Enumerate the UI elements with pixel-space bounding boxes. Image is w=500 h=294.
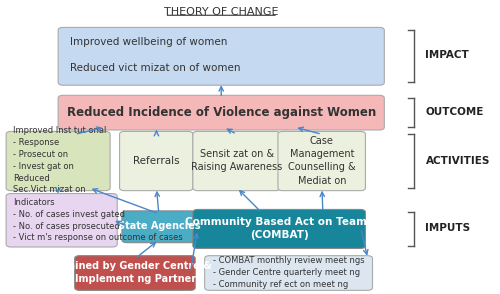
Text: State Agencies: State Agencies (118, 221, 200, 231)
Text: Indicators
- No. of cases invest gated
- No. of cases prosecuted
- Vict m's resp: Indicators - No. of cases invest gated -… (13, 198, 183, 242)
FancyBboxPatch shape (120, 131, 193, 191)
Text: Case
Management
Counselling &
Mediat on: Case Management Counselling & Mediat on (288, 136, 356, 186)
Text: Improved Inst tut onal
- Response
- Prosecut on
- Invest gat on
Reduced
Sec.Vict: Improved Inst tut onal - Response - Pros… (13, 126, 106, 194)
FancyBboxPatch shape (204, 256, 372, 290)
Text: - COMBAT monthly review meet ngs
- Gender Centre quarterly meet ng
- Community r: - COMBAT monthly review meet ngs - Gende… (212, 256, 364, 289)
Text: Trained by Gender Centre &
Implement ng Partner: Trained by Gender Centre & Implement ng … (58, 261, 212, 284)
Text: THEORY OF CHANGE: THEORY OF CHANGE (164, 7, 278, 17)
Text: Community Based Act on Teams
(COMBAT): Community Based Act on Teams (COMBAT) (186, 217, 374, 240)
FancyBboxPatch shape (193, 209, 366, 248)
FancyBboxPatch shape (122, 211, 195, 243)
FancyBboxPatch shape (58, 95, 384, 130)
Text: IMPUTS: IMPUTS (426, 223, 470, 233)
Text: ACTIVITIES: ACTIVITIES (426, 156, 490, 166)
Text: Sensit zat on &
Raising Awareness: Sensit zat on & Raising Awareness (191, 149, 282, 173)
Text: OUTCOME: OUTCOME (426, 107, 484, 117)
Text: IMPACT: IMPACT (426, 50, 469, 60)
FancyBboxPatch shape (74, 256, 195, 290)
FancyBboxPatch shape (278, 131, 366, 191)
FancyBboxPatch shape (58, 27, 384, 85)
Text: Referrals: Referrals (133, 156, 180, 166)
FancyBboxPatch shape (6, 193, 117, 247)
FancyBboxPatch shape (6, 131, 110, 191)
Text: Improved wellbeing of women

Reduced vict mizat on of women: Improved wellbeing of women Reduced vict… (70, 37, 240, 73)
Text: Reduced Incidence of Violence against Women: Reduced Incidence of Violence against Wo… (66, 106, 376, 118)
FancyBboxPatch shape (193, 131, 280, 191)
